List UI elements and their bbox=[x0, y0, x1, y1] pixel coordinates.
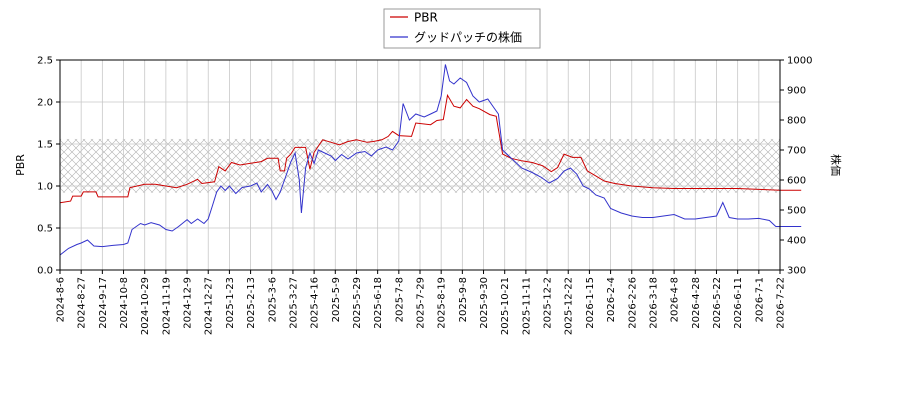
right-tick-label: 1000 bbox=[787, 56, 812, 67]
x-tick-label: 2025-1-23 bbox=[225, 277, 236, 329]
right-tick-label: 500 bbox=[787, 206, 806, 217]
right-tick-label: 600 bbox=[787, 176, 806, 187]
left-tick-label: 2.0 bbox=[37, 98, 53, 109]
x-tick-label: 2025-7-29 bbox=[416, 277, 427, 329]
legend-box bbox=[383, 8, 541, 49]
x-tick-label: 2026-3-18 bbox=[648, 277, 659, 329]
left-tick-label: 2.5 bbox=[37, 56, 53, 67]
right-axis-title: 株価 bbox=[829, 154, 843, 176]
legend: PBR グッドパッチの株価 bbox=[383, 8, 541, 49]
x-tick-label: 2025-12-22 bbox=[564, 277, 575, 335]
x-tick-label: 2024-8-6 bbox=[56, 277, 67, 322]
right-axis: 300 400 500 600 700 800 900 1000 bbox=[780, 56, 812, 277]
x-tick-label: 2024-10-29 bbox=[140, 277, 151, 335]
x-tick-label: 2025-10-21 bbox=[500, 277, 511, 335]
x-tick-label: 2024-8-27 bbox=[77, 277, 88, 329]
x-tick-label: 2025-9-8 bbox=[458, 277, 469, 322]
left-axis-title: PBR bbox=[14, 154, 27, 176]
x-axis: 2024-8-6 2024-8-27 2024-9-17 2024-10-8 2024-… bbox=[56, 270, 787, 335]
right-tick-label: 900 bbox=[787, 86, 806, 97]
x-tick-label: 2026-5-22 bbox=[712, 277, 723, 329]
series-line-pbr bbox=[59, 93, 802, 204]
right-tick-label: 300 bbox=[787, 266, 806, 277]
right-tick-label: 400 bbox=[787, 236, 806, 247]
legend-label: PBR bbox=[414, 11, 438, 25]
x-tick-label: 2026-1-15 bbox=[585, 277, 596, 329]
left-axis: 0.0 0.5 1.0 1.5 2.0 2.5 bbox=[37, 56, 60, 277]
left-tick-label: 1.0 bbox=[37, 182, 53, 193]
x-tick-label: 2025-3-6 bbox=[267, 277, 278, 322]
x-tick-label: 2024-12-27 bbox=[204, 277, 215, 335]
right-tick-label: 800 bbox=[787, 116, 806, 127]
x-tick-label: 2025-6-18 bbox=[373, 277, 384, 329]
x-tick-label: 2026-2-4 bbox=[606, 277, 617, 322]
x-tick-label: 2026-7-1 bbox=[754, 277, 765, 322]
x-tick-label: 2026-6-11 bbox=[733, 277, 744, 329]
x-tick-label: 2026-4-28 bbox=[691, 277, 702, 329]
x-tick-label: 2025-7-8 bbox=[394, 277, 405, 322]
x-tick-label: 2025-2-13 bbox=[246, 277, 257, 329]
x-tick-label: 2025-8-19 bbox=[437, 277, 448, 329]
x-tick-label: 2026-4-8 bbox=[670, 277, 681, 322]
x-tick-label: 2025-3-27 bbox=[288, 277, 299, 329]
series-line-stock-price bbox=[59, 64, 802, 256]
x-tick-label: 2025-5-29 bbox=[352, 277, 363, 329]
left-tick-label: 0.5 bbox=[37, 224, 53, 235]
x-tick-label: 2026-2-26 bbox=[627, 277, 638, 329]
x-tick-label: 2025-4-16 bbox=[310, 277, 321, 329]
legend-label: グッドパッチの株価 bbox=[414, 30, 522, 45]
x-tick-label: 2026-7-22 bbox=[776, 277, 787, 329]
x-tick-label: 2025-11-11 bbox=[521, 277, 532, 335]
x-tick-label: 2024-9-17 bbox=[98, 277, 109, 329]
x-tick-label: 2024-11-19 bbox=[161, 277, 172, 335]
series-layer bbox=[59, 64, 802, 256]
x-tick-label: 2025-5-9 bbox=[331, 277, 342, 322]
x-tick-label: 2025-9-30 bbox=[479, 277, 490, 329]
x-tick-label: 2024-10-8 bbox=[119, 277, 130, 329]
x-tick-label: 2024-12-9 bbox=[183, 277, 194, 329]
x-tick-label: 2025-12-2 bbox=[543, 277, 554, 329]
left-tick-label: 1.5 bbox=[37, 140, 53, 151]
left-tick-label: 0.0 bbox=[37, 266, 53, 277]
right-tick-label: 700 bbox=[787, 146, 806, 157]
